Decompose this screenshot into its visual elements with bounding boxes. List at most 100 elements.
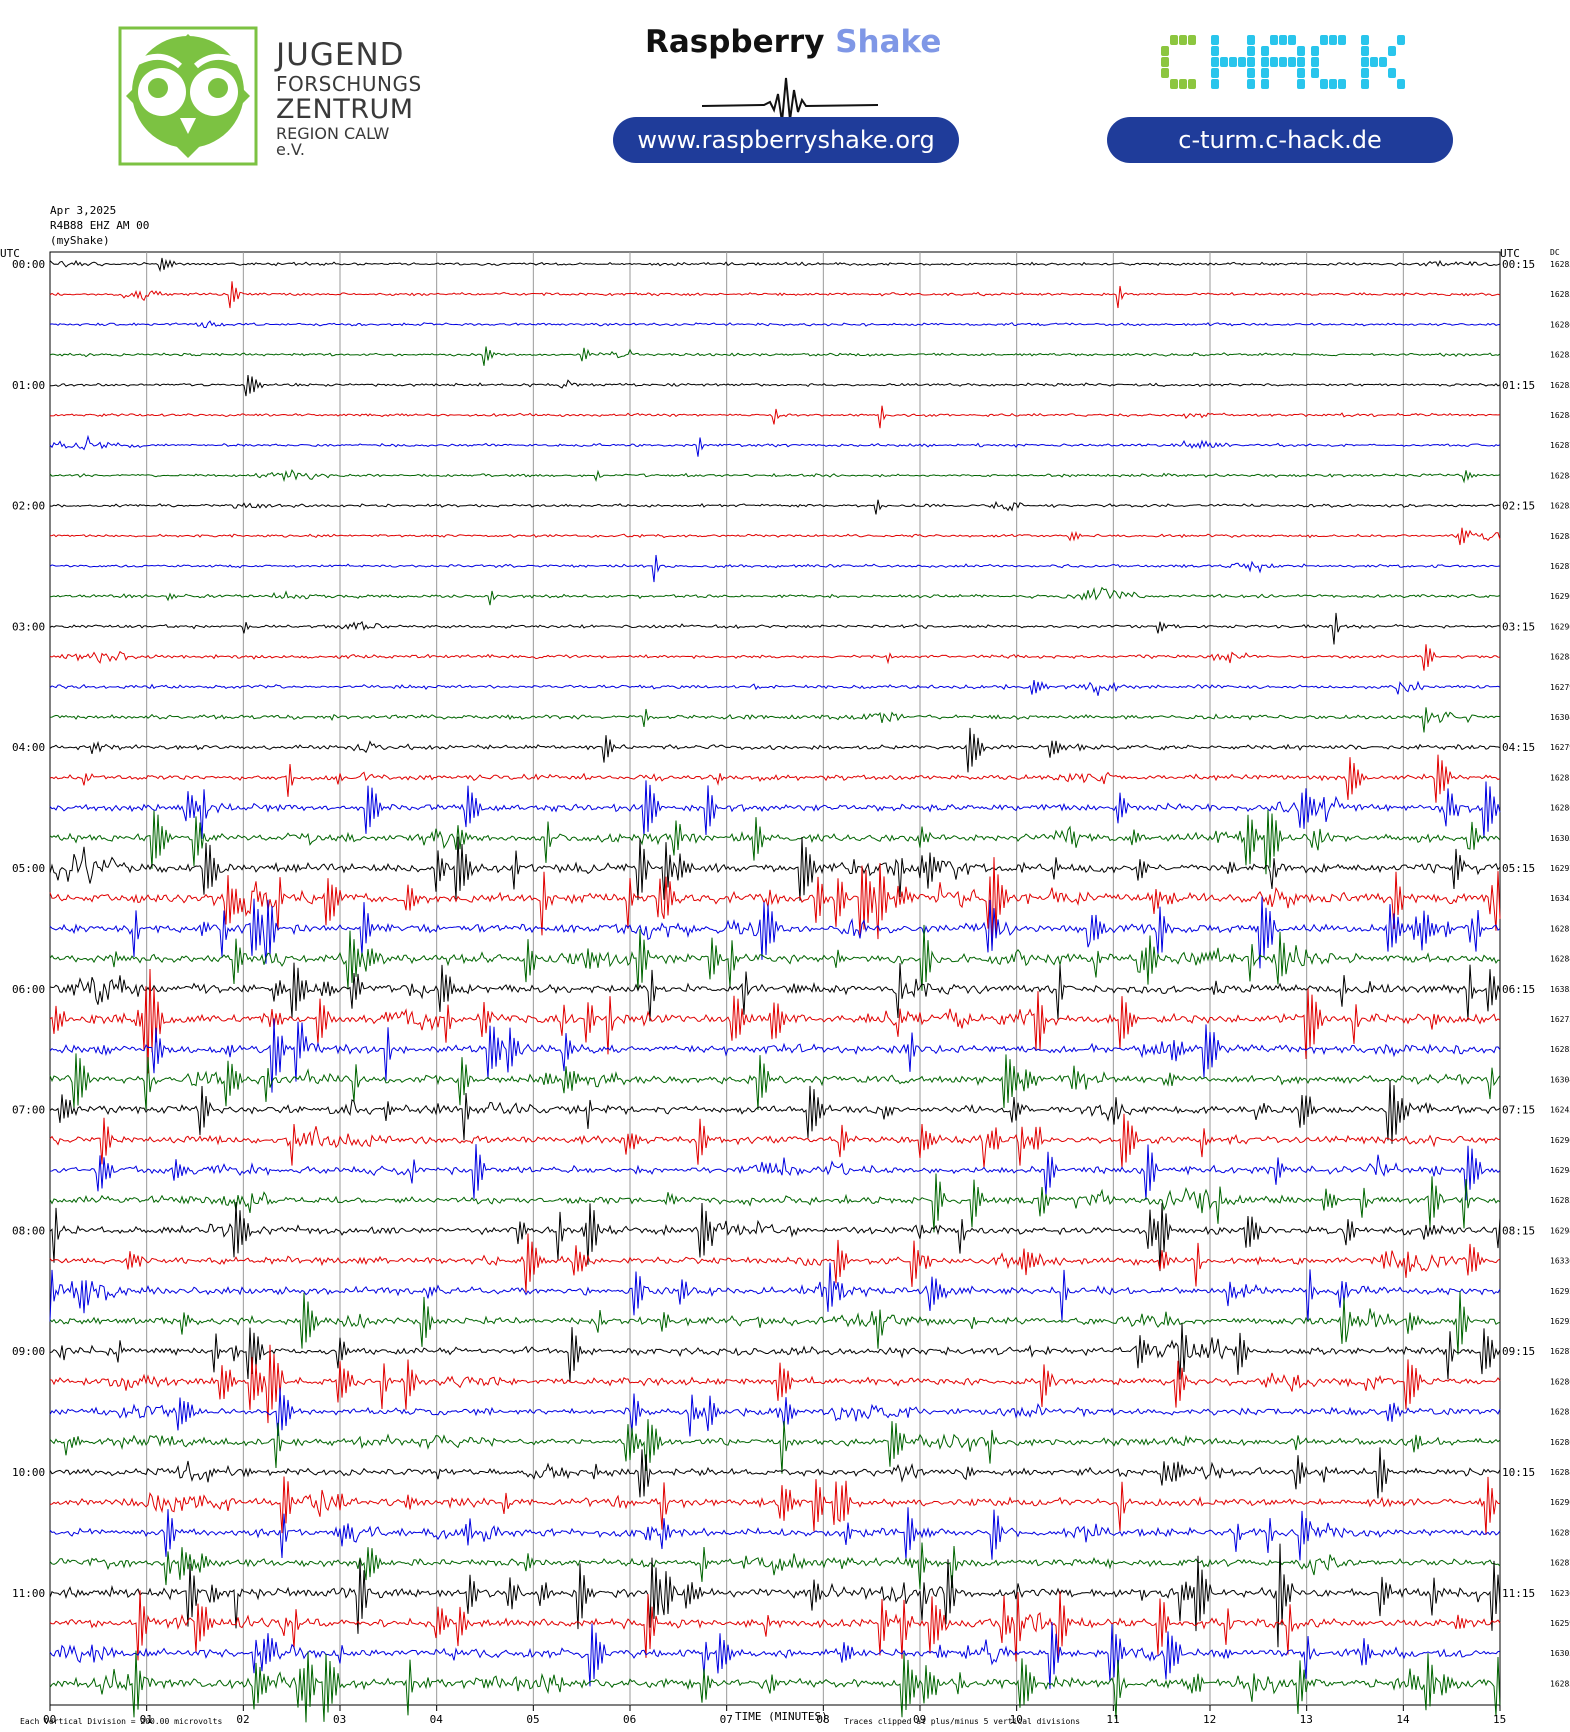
jfz-line4: REGION CALW e.V. xyxy=(276,124,390,159)
dc-value: 16287 xyxy=(1550,441,1570,450)
chack-url-link[interactable]: c-turm.c-hack.de xyxy=(1107,117,1453,163)
chack-pixel xyxy=(1329,79,1337,89)
trace-line xyxy=(49,1447,1501,1499)
chack-pixel xyxy=(1247,35,1255,45)
x-tick-label: 15 xyxy=(1493,1713,1506,1726)
chack-pixel xyxy=(1297,46,1305,56)
chack-pixel xyxy=(1311,57,1319,67)
row-labels: 00:00 00:15 16283 16285 16286 16285 01:00 01:15… xyxy=(12,258,1570,1688)
x-tick-label: 01 xyxy=(140,1713,153,1726)
chack-pixel xyxy=(1397,35,1405,45)
dc-value: 16284 xyxy=(1550,471,1570,480)
jfz-wordmark: JUGEND FORSCHUNGS ZENTRUM REGION CALW e.… xyxy=(276,40,422,158)
dc-value: 16284 xyxy=(1550,955,1570,964)
chack-pixel xyxy=(1270,35,1278,45)
title-line-1: Apr 3,2025 xyxy=(50,204,116,217)
chack-pixel xyxy=(1211,68,1219,78)
trace-line xyxy=(49,612,1501,645)
trace-line xyxy=(49,1387,1501,1437)
raspberry-shake-logo: Raspberry Shake xyxy=(610,24,970,164)
trace-line xyxy=(49,586,1501,606)
jfz-line1: JUGEND xyxy=(276,37,405,73)
trace-line xyxy=(49,754,1501,803)
trace-line xyxy=(49,281,1501,309)
dc-value: 16275 xyxy=(1550,1015,1570,1024)
jfz-line2: FORSCHUNGS xyxy=(276,72,422,96)
trace-line xyxy=(49,257,1501,273)
chack-pixel xyxy=(1211,57,1219,67)
x-tick-label: 14 xyxy=(1396,1713,1410,1726)
chack-pixel xyxy=(1320,35,1328,45)
trace-line xyxy=(49,1113,1501,1168)
utc-right-label: 02:15 xyxy=(1502,500,1535,513)
dc-value: 16294 xyxy=(1550,1166,1570,1175)
chack-pixel xyxy=(1361,57,1369,67)
utc-left-label: 01:00 xyxy=(12,379,45,392)
dc-value: 16289 xyxy=(1550,1528,1570,1537)
dc-title: DC xyxy=(1550,248,1560,257)
trace-line xyxy=(49,320,1501,329)
x-tick-label: 04 xyxy=(430,1713,444,1726)
trace-line xyxy=(49,962,1501,1022)
chack-pixel xyxy=(1361,68,1369,78)
dc-value: 16259 xyxy=(1550,1619,1570,1628)
chack-pixel xyxy=(1361,79,1369,89)
trace-line xyxy=(49,405,1501,429)
utc-left-label: 09:00 xyxy=(12,1345,45,1358)
chack-pixel xyxy=(1297,68,1305,78)
dc-value: 16385 xyxy=(1550,985,1570,994)
trace-line xyxy=(49,375,1501,397)
dc-value: 16283 xyxy=(1550,260,1570,269)
chack-pixel xyxy=(1238,57,1246,67)
chack-pixel xyxy=(1370,57,1378,67)
dc-value: 16283 xyxy=(1550,1196,1570,1205)
trace-line xyxy=(49,644,1501,671)
utc-left-label: 07:00 xyxy=(12,1104,45,1117)
dc-value: 16285 xyxy=(1550,1679,1570,1688)
chack-pixel xyxy=(1397,79,1405,89)
right-axis-title: UTC xyxy=(1500,247,1520,260)
dc-value: 16288 xyxy=(1550,532,1570,541)
trace-line xyxy=(49,780,1501,839)
trace-line xyxy=(49,1344,1501,1424)
utc-right-label: 08:15 xyxy=(1502,1224,1535,1237)
chack-pixel xyxy=(1311,68,1319,78)
chack-pixel xyxy=(1211,35,1219,45)
trace-line xyxy=(49,527,1501,546)
footer-left-note: Each Vertical Division = 200.00 microvol… xyxy=(20,1717,222,1726)
x-axis: 00 01 02 03 04 05 06 07 08 09 10 11 12 13 14 15 xyxy=(43,1705,1506,1726)
utc-left-label: 04:00 xyxy=(12,741,45,754)
dc-value: 16343 xyxy=(1550,894,1570,903)
trace-line xyxy=(49,434,1501,457)
trace-line xyxy=(49,468,1501,484)
chack-pixel xyxy=(1229,57,1237,67)
trace-line xyxy=(49,1542,1501,1590)
x-tick-label: 12 xyxy=(1203,1713,1216,1726)
dc-value: 16305 xyxy=(1550,1649,1570,1658)
utc-right-label: 11:15 xyxy=(1502,1587,1535,1600)
left-axis-title: UTC xyxy=(0,247,20,260)
traces xyxy=(49,257,1501,1723)
jfz-line3: ZENTRUM xyxy=(276,94,414,125)
dc-value: 16285 xyxy=(1550,381,1570,390)
utc-right-label: 04:15 xyxy=(1502,741,1535,754)
trace-line xyxy=(49,896,1501,969)
utc-left-label: 02:00 xyxy=(12,500,45,513)
chack-pixel xyxy=(1270,57,1278,67)
dc-value: 16284 xyxy=(1550,411,1570,420)
chack-pixel xyxy=(1279,57,1287,67)
dc-value: 16285 xyxy=(1550,290,1570,299)
trace-line xyxy=(49,809,1501,875)
x-tick-label: 02 xyxy=(236,1713,249,1726)
chack-pixel xyxy=(1279,35,1287,45)
chack-pixel xyxy=(1211,79,1219,89)
trace-line xyxy=(49,924,1501,991)
raspberryshake-url-link[interactable]: www.raspberryshake.org xyxy=(613,117,959,163)
chack-pixel xyxy=(1361,46,1369,56)
trace-line xyxy=(49,1507,1501,1561)
dc-value: 16282 xyxy=(1550,1045,1570,1054)
trace-line xyxy=(49,1622,1501,1689)
